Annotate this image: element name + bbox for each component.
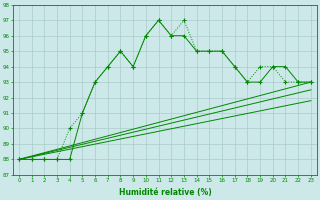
X-axis label: Humidité relative (%): Humidité relative (%) — [118, 188, 211, 197]
